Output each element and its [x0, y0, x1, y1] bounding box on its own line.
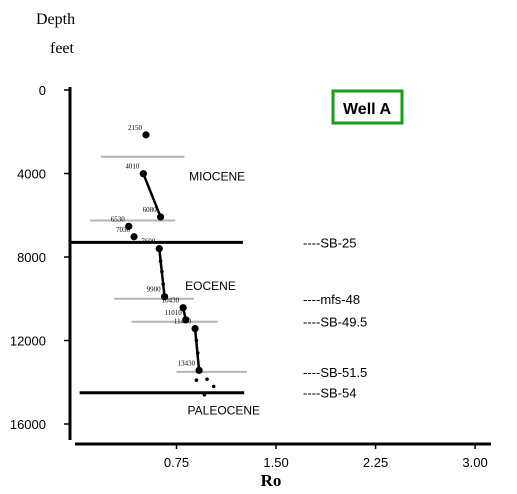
data-point — [142, 131, 150, 139]
y-tick-label: 16000 — [10, 417, 46, 432]
point-depth-label: 2150 — [128, 124, 143, 132]
data-point — [191, 325, 199, 333]
tick-layer: 0 4000 8000 12000 16000 0.75 1.50 2.25 3.00 — [10, 83, 488, 470]
data-point — [155, 245, 163, 253]
data-point — [182, 316, 190, 324]
data-point — [195, 366, 203, 374]
epoch-label: PALEOCENE — [188, 403, 260, 417]
y-tick-label: 12000 — [10, 334, 46, 349]
trend-layer — [142, 173, 201, 371]
data-point — [139, 170, 147, 178]
data-point — [158, 259, 163, 263]
annotation-layer: ----SB-25 ----mfs-48 ----SB-49.5 ----SB-51.… — [111, 124, 368, 418]
point-depth-label: 13430 — [178, 359, 196, 367]
well-badge-label: Well A — [343, 101, 391, 118]
point-depth-label: 6530 — [111, 215, 126, 223]
data-point — [195, 351, 200, 355]
epoch-label: EOCENE — [185, 279, 236, 293]
boundary-label: ----SB-51.5 — [303, 365, 367, 380]
y-tick-label: 4000 — [17, 167, 46, 182]
point-depth-label: 9900 — [147, 286, 162, 294]
y-tick-label: 8000 — [17, 250, 46, 265]
boundary-layer — [70, 155, 247, 395]
data-point — [205, 377, 209, 381]
point-depth-label: 11430 — [174, 318, 192, 326]
well-badge-frame — [331, 89, 404, 125]
data-point — [202, 392, 207, 397]
boundary-label: ----mfs-48 — [303, 292, 360, 307]
boundary-label: ----SB-25 — [303, 235, 356, 250]
epoch-label: MIOCENE — [189, 170, 245, 184]
data-point — [211, 384, 216, 389]
point-depth-label: 7030 — [116, 226, 131, 234]
point-depth-label: 10430 — [162, 297, 180, 305]
data-point — [156, 213, 165, 221]
data-point — [161, 282, 166, 286]
x-tick-label: 3.00 — [462, 455, 487, 470]
x-tick-label: 2.25 — [363, 455, 388, 470]
x-tick-label: 1.50 — [263, 455, 288, 470]
trend-line — [193, 328, 201, 371]
point-depth-label: 6080 — [143, 206, 158, 214]
x-tick-label: 0.75 — [164, 455, 189, 470]
data-point — [130, 233, 138, 241]
point-layer — [125, 131, 216, 397]
y-tick-label: 0 — [39, 83, 46, 98]
trend-line — [142, 173, 162, 218]
x-axis-title: Ro — [261, 471, 282, 490]
point-depth-label: 11010 — [165, 309, 183, 317]
point-depth-label: 4010 — [125, 163, 140, 171]
data-point — [194, 378, 199, 382]
point-depth-label: 7600 — [141, 238, 156, 246]
boundary-label: ----SB-54 — [303, 386, 356, 401]
data-point — [125, 222, 133, 230]
data-point — [160, 269, 164, 274]
data-point — [194, 338, 199, 343]
data-point — [179, 304, 187, 312]
well-badge: Well A — [331, 89, 404, 125]
data-point — [160, 293, 169, 301]
y-axis-title-line2: feet — [50, 40, 75, 57]
y-axis-title-line1: Depth — [36, 11, 75, 28]
boundary-label: ----SB-49.5 — [303, 315, 367, 330]
